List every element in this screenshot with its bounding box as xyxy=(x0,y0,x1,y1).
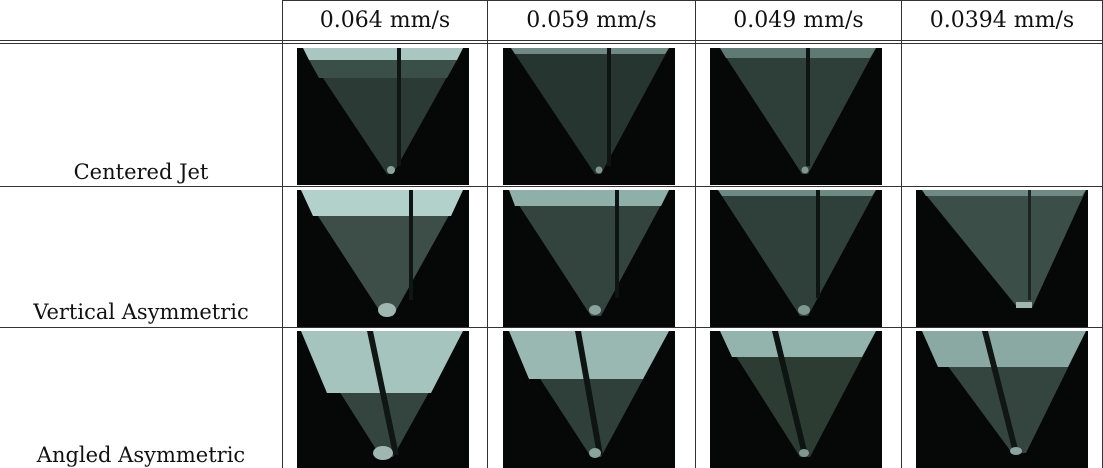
photo-angled-asymmetric-0059 xyxy=(503,331,675,468)
photo-centered-jet-0064 xyxy=(297,48,469,185)
photo-vertical-asymmetric-0059 xyxy=(503,190,675,327)
row-label-angled-asymmetric: Angled Asymmetric xyxy=(36,443,246,467)
column-header-4: 0.0394 mm/s xyxy=(929,7,1075,33)
rule-col-0 xyxy=(282,0,283,468)
column-header-2: 0.059 mm/s xyxy=(526,7,657,33)
rule-col-1 xyxy=(487,0,488,468)
photo-vertical-asymmetric-00394 xyxy=(916,190,1088,327)
photo-centered-jet-0059 xyxy=(503,48,675,185)
rule-col-3 xyxy=(901,0,902,468)
row-label-vertical-asymmetric: Vertical Asymmetric xyxy=(33,300,249,324)
rule-header-1 xyxy=(0,40,1103,41)
photo-vertical-asymmetric-0064 xyxy=(297,190,469,327)
photo-angled-asymmetric-00394 xyxy=(916,331,1088,468)
rule-header-2 xyxy=(0,43,1103,44)
rule-row-2 xyxy=(0,327,1103,328)
column-header-3: 0.049 mm/s xyxy=(733,7,864,33)
photo-angled-asymmetric-0064 xyxy=(297,331,469,468)
rule-row-1 xyxy=(0,186,1103,187)
photo-angled-asymmetric-0049 xyxy=(710,331,882,468)
rule-top xyxy=(282,0,1103,1)
rule-col-2 xyxy=(695,0,696,468)
photo-vertical-asymmetric-0049 xyxy=(710,190,882,327)
column-header-1: 0.064 mm/s xyxy=(319,7,451,33)
photo-centered-jet-0049 xyxy=(710,48,882,185)
row-label-centered-jet: Centered Jet xyxy=(73,160,209,184)
